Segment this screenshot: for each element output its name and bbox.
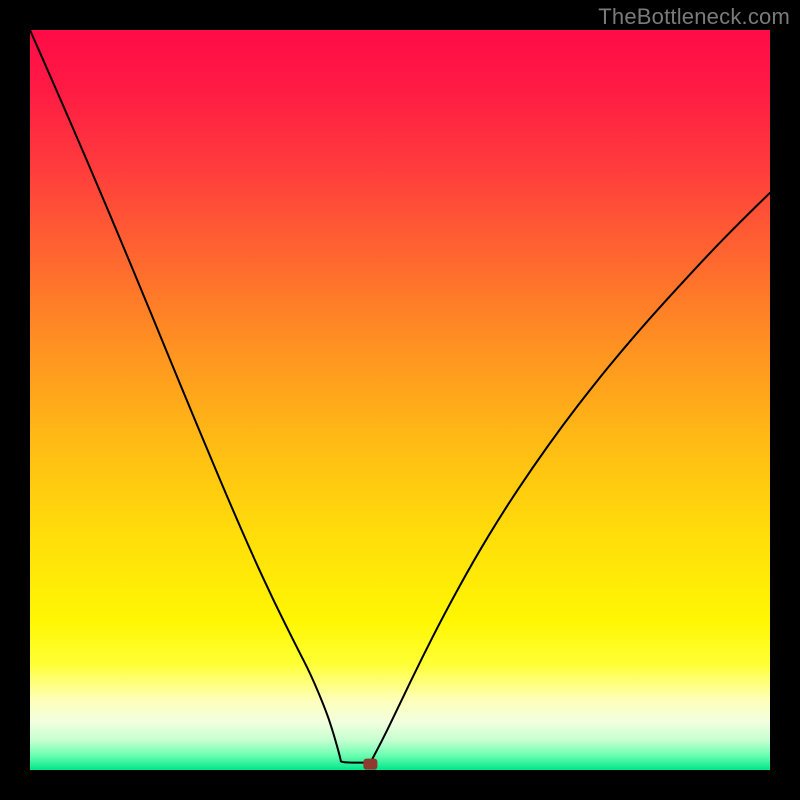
optimum-marker bbox=[363, 759, 377, 770]
chart-container: TheBottleneck.com bbox=[0, 0, 800, 800]
bottleneck-chart bbox=[0, 0, 800, 800]
watermark-label: TheBottleneck.com bbox=[598, 4, 790, 30]
plot-background bbox=[30, 30, 770, 770]
